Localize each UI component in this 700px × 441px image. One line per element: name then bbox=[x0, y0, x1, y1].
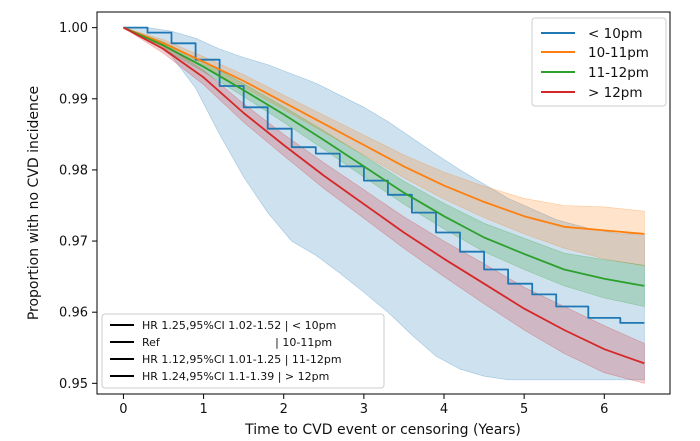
hr-label-gt12: HR 1.24,95%CI 1.1-1.39 | > 12pm bbox=[142, 370, 329, 383]
hr-box bbox=[101, 313, 385, 389]
x-tick-label: 2 bbox=[280, 402, 288, 417]
legend-label-11-12: 11-12pm bbox=[588, 65, 649, 81]
hr-label-lt10: HR 1.25,95%CI 1.02-1.52 | < 10pm bbox=[142, 319, 336, 332]
x-axis-title: Time to CVD event or censoring (Years) bbox=[244, 422, 521, 438]
x-tick-label: 3 bbox=[360, 402, 368, 417]
y-tick-label: 0.99 bbox=[59, 92, 88, 107]
survival-line-series-0 bbox=[123, 26, 645, 324]
x-tick-label: 4 bbox=[440, 402, 448, 417]
hr-annotation-box: HR 1.25,95%CI 1.02-1.52 | < 10pm Ref | 1… bbox=[101, 313, 385, 389]
x-axis: 0 1 2 3 4 5 6 bbox=[119, 394, 608, 417]
hr-label-11-12: HR 1.12,95%CI 1.01-1.25 | 11-12pm bbox=[142, 353, 342, 366]
x-tick-label: 0 bbox=[119, 402, 127, 417]
y-tick-label: 1.00 bbox=[59, 21, 88, 36]
y-axis: 0.95 0.96 0.97 0.98 0.99 1.00 bbox=[59, 21, 97, 392]
survival-curves bbox=[122, 26, 645, 365]
y-tick-label: 0.95 bbox=[59, 377, 88, 392]
y-tick-label: 0.96 bbox=[59, 306, 88, 321]
legend: < 10pm 10-11pm 11-12pm > 12pm bbox=[531, 17, 667, 107]
survival-line-series-1 bbox=[123, 26, 645, 235]
x-tick-label: 1 bbox=[199, 402, 207, 417]
y-tick-label: 0.98 bbox=[59, 163, 88, 178]
survival-line-series-2 bbox=[123, 26, 645, 287]
y-axis-title: Proportion with no CVD incidence bbox=[26, 86, 42, 320]
legend-label-lt10: < 10pm bbox=[588, 26, 643, 42]
legend-label-gt12: > 12pm bbox=[588, 85, 643, 101]
x-tick-label: 6 bbox=[600, 402, 608, 417]
y-tick-label: 0.97 bbox=[59, 235, 88, 250]
legend-label-10-11: 10-11pm bbox=[588, 45, 649, 61]
survival-line-series-3 bbox=[122, 26, 645, 365]
x-tick-label: 5 bbox=[520, 402, 528, 417]
ci-band-series-0 bbox=[123, 27, 645, 381]
legend-box bbox=[531, 17, 667, 107]
hr-label-10-11: Ref | 10-11pm bbox=[142, 336, 332, 349]
plot-frame bbox=[96, 11, 671, 395]
